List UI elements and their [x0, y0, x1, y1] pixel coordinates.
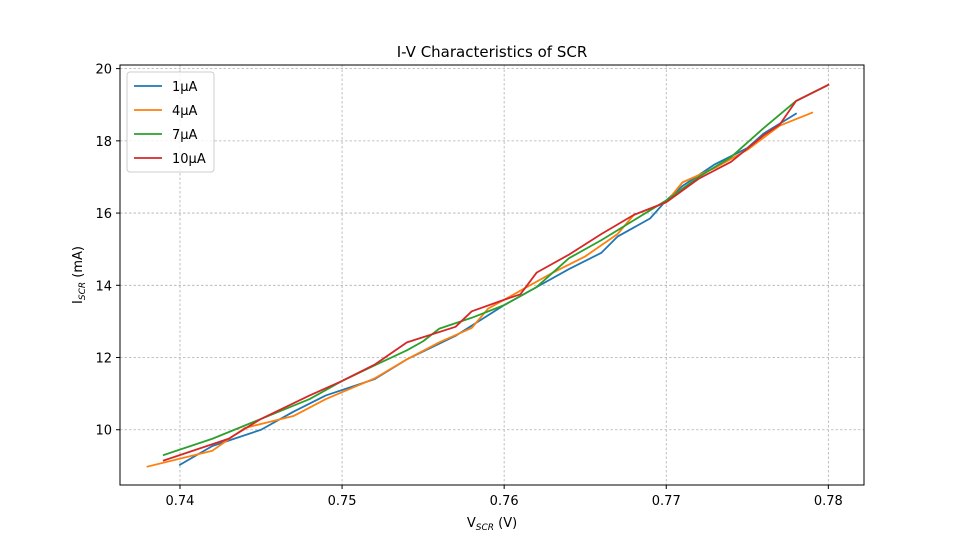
series-line-2 — [162, 83, 830, 457]
y-tick-label: 12 — [95, 352, 112, 367]
y-axis-label-sub: SCR — [78, 282, 88, 300]
x-tick-label: 0.76 — [490, 494, 519, 509]
series-layer — [146, 83, 830, 468]
x-tick-label: 0.74 — [165, 494, 194, 509]
legend-label-0: 1μA — [172, 80, 198, 95]
y-tick-label: 20 — [95, 63, 112, 78]
x-tick-label: 0.78 — [814, 494, 843, 509]
series-line-0 — [178, 112, 798, 467]
legend-label-3: 10μA — [172, 152, 206, 167]
x-axis-label-unit: (V) — [494, 516, 517, 531]
x-axis-ticks: 0.74 0.75 0.76 0.77 0.78 — [165, 485, 843, 509]
y-tick-label: 14 — [95, 279, 112, 294]
legend-label-1: 4μA — [172, 104, 198, 119]
x-tick-label: 0.75 — [328, 494, 357, 509]
y-tick-label: 10 — [95, 424, 112, 439]
y-axis-label-main: I — [71, 300, 86, 304]
chart-title: I-V Characteristics of SCR — [397, 43, 588, 61]
y-tick-label: 16 — [95, 207, 112, 222]
y-axis-ticks: 10 12 14 16 18 20 — [95, 63, 120, 439]
legend-frame — [126, 71, 215, 173]
series-line-3 — [162, 83, 830, 462]
x-axis-label: VSCR (V) — [467, 516, 517, 533]
plot-area-frame — [119, 64, 865, 486]
x-axis-label-main: V — [467, 516, 476, 531]
x-axis-label-sub: SCR — [476, 523, 494, 533]
legend-label-2: 7μA — [172, 128, 198, 143]
x-tick-label: 0.77 — [652, 494, 681, 509]
y-tick-label: 18 — [95, 135, 112, 150]
y-axis-label-unit: (mA) — [71, 246, 86, 282]
y-axis-label: ISCR (mA) — [71, 246, 88, 304]
legend: 1μA 4μA 7μA 10μA — [126, 71, 215, 173]
